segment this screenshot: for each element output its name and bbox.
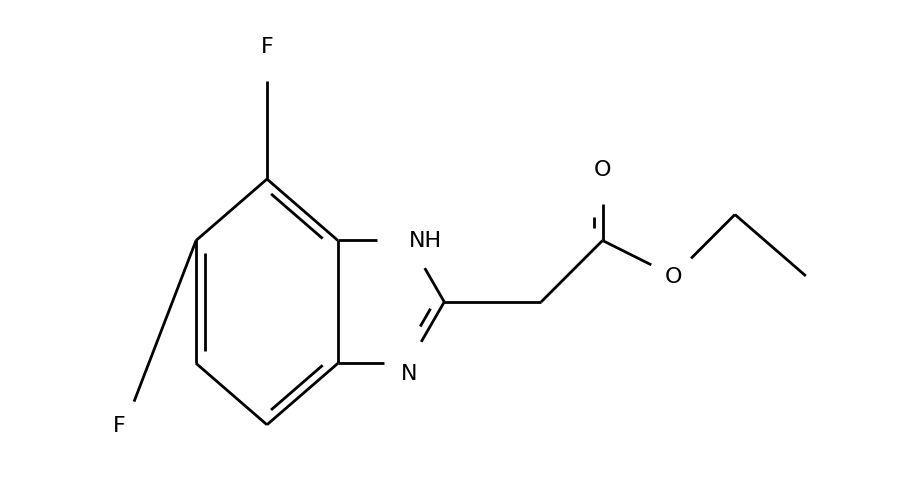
Text: N: N — [401, 364, 417, 384]
Text: O: O — [594, 160, 612, 180]
Text: O: O — [664, 267, 682, 287]
Text: NH: NH — [408, 231, 442, 251]
Text: F: F — [113, 415, 125, 435]
Text: F: F — [261, 37, 274, 57]
